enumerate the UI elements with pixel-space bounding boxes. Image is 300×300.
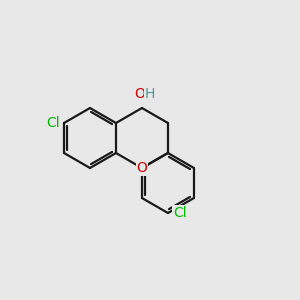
Text: O: O	[136, 161, 147, 175]
Text: H: H	[145, 88, 155, 101]
Text: Cl: Cl	[46, 116, 59, 130]
Text: O: O	[134, 88, 145, 101]
Text: Cl: Cl	[173, 206, 187, 220]
